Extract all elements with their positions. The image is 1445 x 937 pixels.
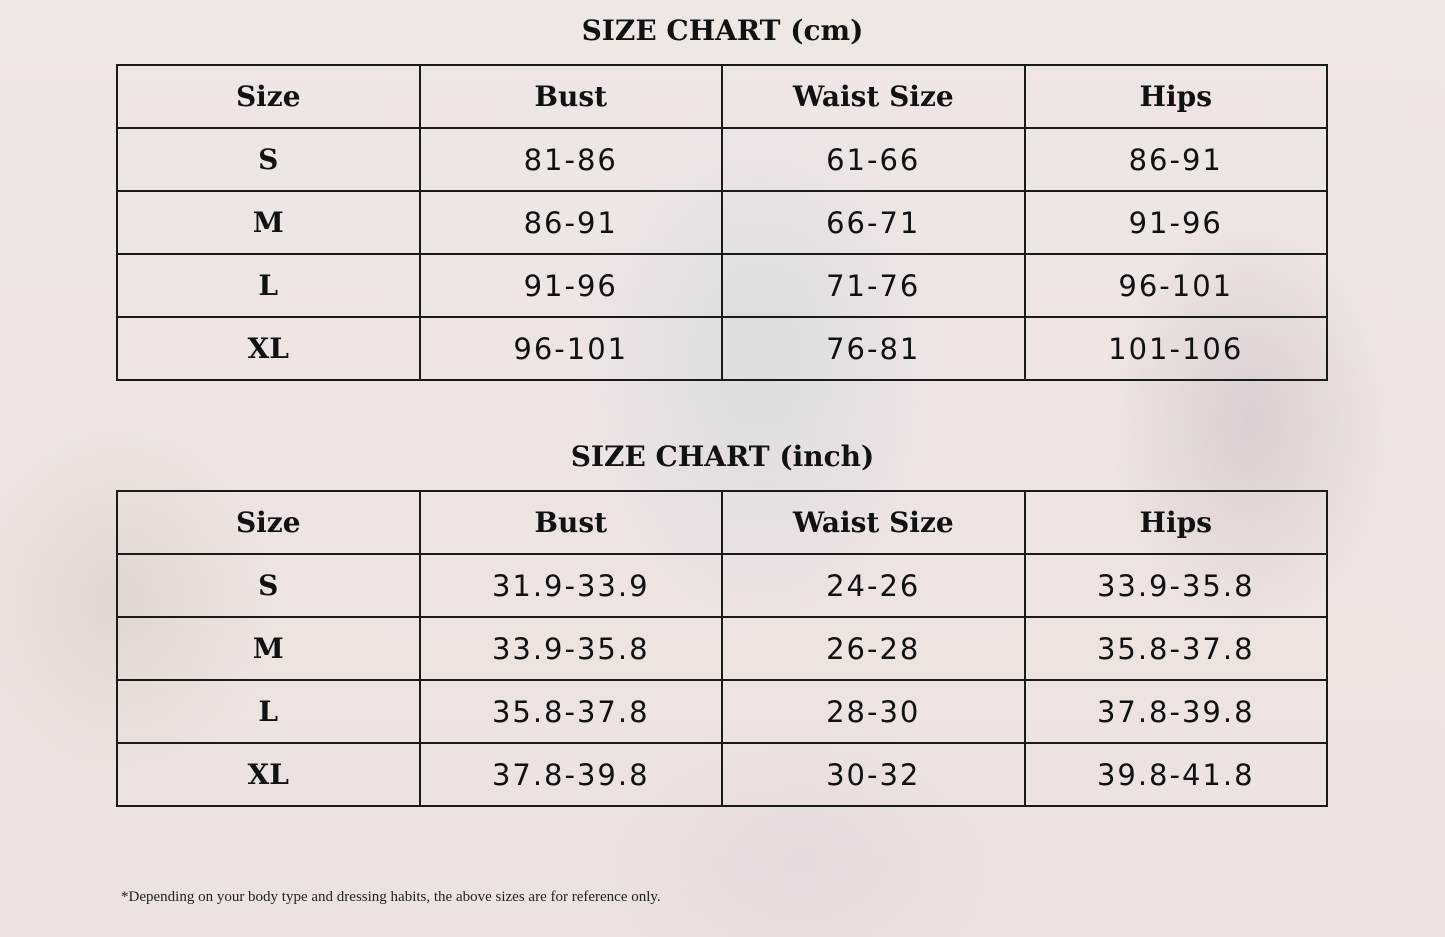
waist-cell: 30-32 <box>721 742 1026 807</box>
waist-cell: 24-26 <box>721 553 1026 618</box>
bust-cell: 33.9-35.8 <box>418 616 723 681</box>
bust-cell: 96-101 <box>418 316 723 381</box>
waist-cell: 26-28 <box>721 616 1026 681</box>
header-cell: Waist Size <box>721 64 1026 129</box>
header-cell: Waist Size <box>721 490 1026 555</box>
table-row: XL 37.8-39.8 30-32 39.8-41.8 <box>116 742 1328 807</box>
header-cell: Size <box>116 490 421 555</box>
hips-cell: 39.8-41.8 <box>1023 742 1328 807</box>
size-cell: XL <box>116 316 421 381</box>
header-cell: Bust <box>418 64 723 129</box>
size-cell: XL <box>116 742 421 807</box>
inch-size-table: Size Bust Waist Size Hips S 31.9-33.9 24-2… <box>116 490 1328 807</box>
waist-cell: 61-66 <box>721 127 1026 192</box>
table-row: L 91-96 71-76 96-101 <box>116 253 1328 318</box>
cm-chart-title: SIZE CHART (cm) <box>581 14 864 47</box>
header-row: Size Bust Waist Size Hips <box>116 64 1328 129</box>
header-cell: Size <box>116 64 421 129</box>
waist-cell: 76-81 <box>721 316 1026 381</box>
size-cell: L <box>116 253 421 318</box>
size-cell: M <box>116 616 421 681</box>
waist-cell: 66-71 <box>721 190 1026 255</box>
bust-cell: 81-86 <box>418 127 723 192</box>
table-row: S 81-86 61-66 86-91 <box>116 127 1328 192</box>
reference-note: *Depending on your body type and dressin… <box>121 889 661 905</box>
bust-cell: 35.8-37.8 <box>418 679 723 744</box>
waist-cell: 71-76 <box>721 253 1026 318</box>
waist-cell: 28-30 <box>721 679 1026 744</box>
size-cell: M <box>116 190 421 255</box>
hips-cell: 96-101 <box>1023 253 1328 318</box>
size-cell: S <box>116 553 421 618</box>
hips-cell: 35.8-37.8 <box>1023 616 1328 681</box>
table-row: XL 96-101 76-81 101-106 <box>116 316 1328 381</box>
hips-cell: 33.9-35.8 <box>1023 553 1328 618</box>
header-row: Size Bust Waist Size Hips <box>116 490 1328 555</box>
hips-cell: 91-96 <box>1023 190 1328 255</box>
table-row: M 33.9-35.8 26-28 35.8-37.8 <box>116 616 1328 681</box>
bust-cell: 31.9-33.9 <box>418 553 723 618</box>
table-row: L 35.8-37.8 28-30 37.8-39.8 <box>116 679 1328 744</box>
bust-cell: 91-96 <box>418 253 723 318</box>
size-cell: L <box>116 679 421 744</box>
hips-cell: 37.8-39.8 <box>1023 679 1328 744</box>
header-cell: Hips <box>1023 490 1328 555</box>
table-row: M 86-91 66-71 91-96 <box>116 190 1328 255</box>
header-cell: Bust <box>418 490 723 555</box>
hips-cell: 86-91 <box>1023 127 1328 192</box>
bust-cell: 37.8-39.8 <box>418 742 723 807</box>
bust-cell: 86-91 <box>418 190 723 255</box>
inch-chart-title: SIZE CHART (inch) <box>570 440 875 473</box>
size-cell: S <box>116 127 421 192</box>
table-row: S 31.9-33.9 24-26 33.9-35.8 <box>116 553 1328 618</box>
header-cell: Hips <box>1023 64 1328 129</box>
cm-size-table: Size Bust Waist Size Hips S 81-86 61-66 86-… <box>116 64 1328 381</box>
hips-cell: 101-106 <box>1023 316 1328 381</box>
